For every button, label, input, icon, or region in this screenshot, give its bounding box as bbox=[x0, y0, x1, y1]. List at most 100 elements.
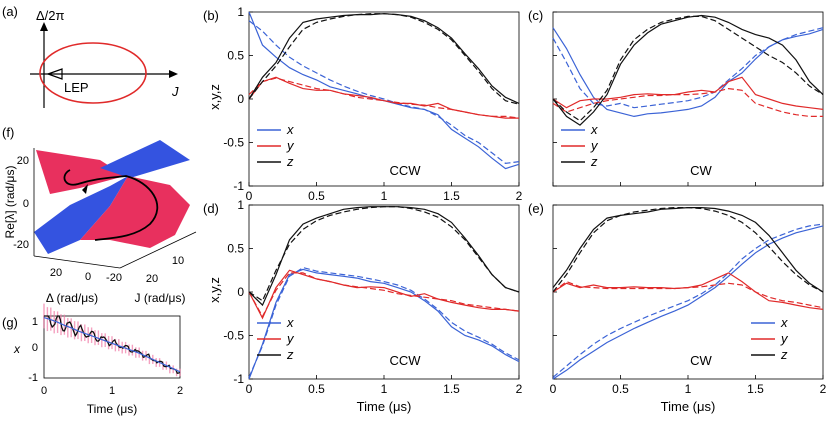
panel-label-a: (a) bbox=[2, 4, 18, 19]
x-axis-label: Time (μs) bbox=[661, 399, 716, 414]
panel-f-j-label: J (rad/μs) bbox=[135, 291, 186, 305]
panel-a-ylabel: Δ/2π bbox=[36, 8, 65, 23]
panel-f-ztick-2: 0 bbox=[23, 198, 29, 210]
y-tick-label: 1 bbox=[237, 5, 244, 19]
y-tick-label: 1 bbox=[237, 198, 244, 212]
direction-label: CW bbox=[690, 353, 712, 368]
y-tick-label: 0.5 bbox=[227, 242, 244, 256]
y-tick-label: 0 bbox=[237, 92, 244, 106]
y-tick-label: -1 bbox=[233, 372, 244, 386]
panel-f-zlabel: Re[λ] (rad/μs) bbox=[3, 166, 17, 239]
trajectory-curve bbox=[63, 169, 159, 241]
series-z-dashed-line bbox=[552, 207, 824, 293]
trajectory-arrow-icon bbox=[82, 184, 88, 194]
x-tick-label: 0.5 bbox=[308, 382, 325, 396]
x-tick-label: 1 bbox=[381, 189, 388, 203]
panel-f-delta-label: Δ (rad/μs) bbox=[46, 291, 98, 305]
direction-label: CCW bbox=[389, 353, 421, 368]
series-y-solid-line bbox=[552, 76, 824, 110]
direction-label: CW bbox=[690, 163, 712, 178]
panel-g-xtick-1: 0 bbox=[41, 385, 47, 397]
panel-label-g: (g) bbox=[2, 315, 18, 330]
y-tick-label: 0.5 bbox=[227, 49, 244, 63]
series-z-solid-line bbox=[552, 14, 824, 126]
series-y-dashed-line bbox=[552, 280, 824, 309]
panel-f-dtick-3: -20 bbox=[106, 272, 122, 284]
x-tick-label: 1 bbox=[685, 382, 692, 396]
legend-x-label: x bbox=[590, 122, 598, 137]
y-tick-label: -0.5 bbox=[223, 136, 244, 150]
panel-label-f: (f) bbox=[2, 125, 14, 140]
y-axis-label: x,y,z bbox=[207, 84, 222, 110]
panel-label-e: (e) bbox=[528, 201, 544, 216]
panel-label-c: (c) bbox=[528, 8, 543, 23]
panel-f-jtick-2: 20 bbox=[146, 273, 158, 285]
panel-label-d: (d) bbox=[203, 201, 219, 216]
series-x-dashed-line bbox=[248, 20, 520, 165]
panel-g-ytick-3: -1 bbox=[28, 372, 38, 384]
x-tick-label: 2 bbox=[516, 189, 523, 203]
panel-f-ztick-1: 20 bbox=[17, 155, 29, 167]
panel-f-dtick-1: 20 bbox=[50, 267, 62, 279]
x-tick-label: 2 bbox=[516, 382, 523, 396]
legend-z-label: z bbox=[590, 154, 598, 169]
panel-a-y-arrow bbox=[40, 22, 48, 31]
upper-red-sheet bbox=[36, 150, 125, 194]
panel-e: (e) 0 0.5 1 1.5 2 Time (μs) CW xyz bbox=[528, 201, 827, 414]
series-y-dashed-line bbox=[552, 87, 823, 118]
series-y-dashed-line bbox=[248, 272, 520, 318]
panel-a-x-arrow bbox=[169, 70, 178, 78]
legend-x-label: x bbox=[780, 315, 788, 330]
y-tick-label: 0 bbox=[237, 285, 244, 299]
series-x-solid-line bbox=[552, 225, 824, 380]
x-blue-trace bbox=[43, 317, 181, 373]
series-y-solid-line bbox=[248, 269, 520, 320]
lep-label: LEP bbox=[64, 80, 89, 95]
panel-f-ztick-3: -20 bbox=[13, 239, 29, 251]
legend-y-label: y bbox=[590, 138, 599, 153]
legend-x-label: x bbox=[286, 315, 294, 330]
x-tick-label: 1.5 bbox=[747, 382, 764, 396]
legend-z-label: z bbox=[286, 347, 294, 362]
x-tick-label: 1 bbox=[381, 382, 388, 396]
panel-a: (a) Δ/2π LEP J bbox=[2, 4, 179, 108]
lep-ellipse bbox=[39, 42, 147, 104]
x-tick-label: 1.5 bbox=[443, 189, 460, 203]
direction-label: CCW bbox=[389, 163, 421, 178]
y-tick-label: -1 bbox=[233, 179, 244, 193]
panel-g-frame bbox=[43, 315, 181, 379]
lower-blue-sheet bbox=[34, 176, 128, 254]
y-tick-label: -0.5 bbox=[223, 329, 244, 343]
lep-marker-icon bbox=[46, 68, 63, 80]
x-tick-label: 0.5 bbox=[308, 189, 325, 203]
legend-y-label: y bbox=[780, 331, 789, 346]
legend-x-label: x bbox=[286, 122, 294, 137]
series-z-dashed-line bbox=[552, 15, 824, 122]
legend-y-label: y bbox=[286, 331, 295, 346]
x-tick-label: 0 bbox=[550, 382, 557, 396]
panel-g-xtick-3: 2 bbox=[177, 385, 183, 397]
series-y-solid-line bbox=[248, 76, 519, 119]
panel-g-xtick-2: 1 bbox=[109, 385, 115, 397]
series-x-dashed-line bbox=[248, 266, 520, 378]
panel-a-xlabel: J bbox=[171, 84, 179, 99]
series-x-dashed-line bbox=[552, 223, 824, 378]
panel-g-pink-band bbox=[43, 303, 181, 377]
y-axis-label: x,y,z bbox=[207, 277, 222, 303]
x-tick-label: 0.5 bbox=[612, 382, 629, 396]
series-z-solid-line bbox=[248, 13, 520, 104]
panel-f-j-axis bbox=[119, 231, 197, 269]
panel-g-lines bbox=[43, 315, 181, 375]
lower-red-sheet bbox=[80, 176, 190, 248]
panel-c: (c) CW xyz bbox=[528, 8, 824, 187]
x-tick-label: 0 bbox=[246, 189, 253, 203]
x-tick-label: 2 bbox=[820, 382, 827, 396]
x-tick-label: 0 bbox=[246, 382, 253, 396]
series-z-dashed-line bbox=[248, 13, 520, 105]
panel-f: (f) 20 0 -20 Re[λ] (rad/μs) 20 0 -20 10 … bbox=[2, 125, 197, 305]
panel-g-xlabel: Time (μs) bbox=[87, 402, 137, 416]
